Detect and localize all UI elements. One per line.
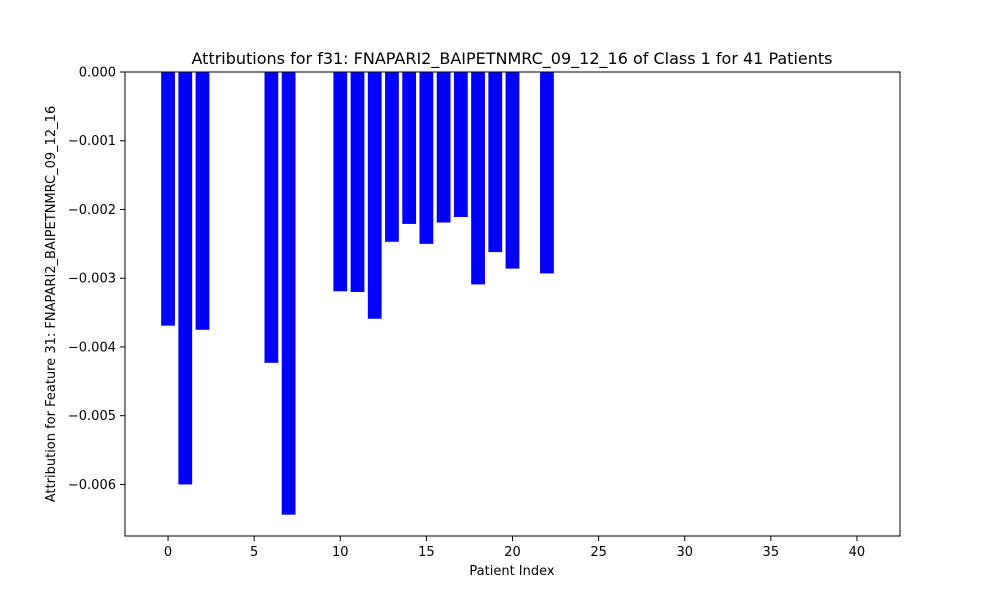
y-tick-label: −0.001 [68, 134, 116, 149]
y-tick-label: −0.004 [68, 340, 116, 355]
bar-patient-13 [385, 72, 399, 242]
x-tick-label: 35 [763, 545, 780, 560]
y-tick-label: −0.006 [68, 478, 116, 493]
bar-patient-20 [505, 72, 520, 269]
x-tick-label: 20 [504, 545, 521, 560]
y-axis-label: Attribution for Feature 31: FNAPARI2_BAI… [44, 106, 59, 502]
y-axis-ticks: 0.000 −0.001 −0.002 −0.003 −0.004 −0.005 −0.00… [68, 66, 125, 493]
bar-patient-10 [333, 72, 348, 292]
x-tick-label: 30 [676, 545, 693, 560]
bar-patient-2 [195, 72, 210, 330]
bar-patient-7 [281, 72, 296, 515]
plot-frame [124, 71, 901, 537]
x-axis-label: Patient Index [469, 564, 554, 579]
y-tick-label: −0.003 [68, 272, 116, 287]
x-tick-label: 5 [250, 545, 258, 560]
bar-patient-6 [264, 72, 279, 363]
bar-patient-17 [453, 72, 468, 218]
y-tick-label: 0.000 [79, 66, 116, 81]
bar-patient-19 [488, 72, 503, 253]
x-tick-label: 10 [332, 545, 349, 560]
x-tick-label: 0 [164, 545, 172, 560]
bar-patient-14 [402, 72, 417, 224]
bar-patient-1 [178, 72, 193, 485]
y-tick-label: −0.002 [68, 203, 116, 218]
y-tick-label: −0.005 [68, 409, 116, 424]
bars-layer [161, 72, 554, 515]
x-tick-label: 25 [590, 545, 607, 560]
bar-patient-16 [436, 72, 451, 223]
bar-patient-18 [471, 72, 485, 285]
x-tick-label: 40 [849, 545, 866, 560]
bar-patient-22 [540, 72, 554, 274]
x-axis-ticks: 0 5 10 15 20 25 30 35 40 [164, 536, 865, 560]
bar-patient-11 [350, 72, 365, 292]
chart-title: Attributions for f31: FNAPARI2_BAIPETNMR… [192, 49, 833, 69]
bar-patient-12 [367, 72, 382, 319]
x-tick-label: 15 [418, 545, 435, 560]
bar-patient-0 [161, 72, 175, 326]
bar-patient-15 [419, 72, 434, 244]
